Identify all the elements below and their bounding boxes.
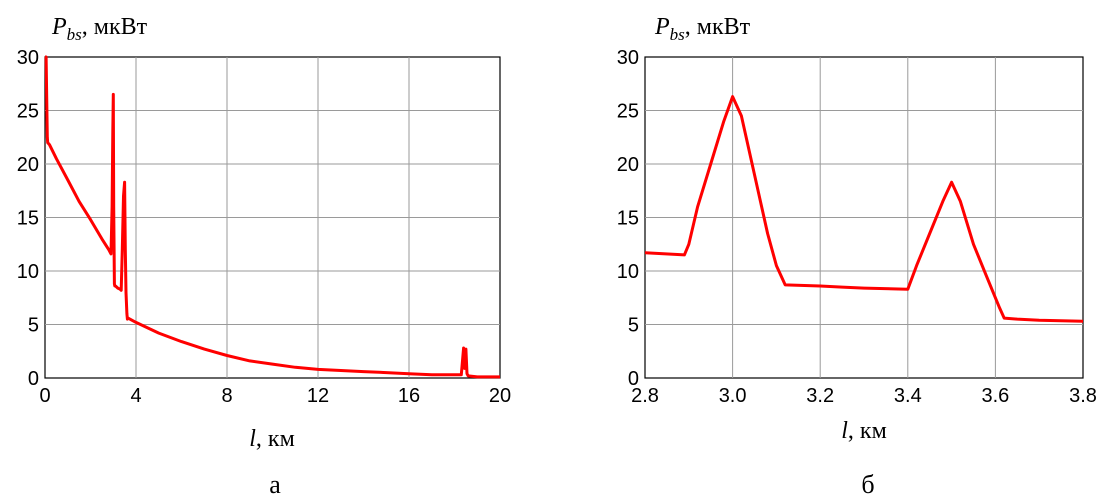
y-axis-unit-a: , мкВт	[82, 14, 148, 40]
x-tick-label: 12	[307, 385, 329, 407]
series-line-b	[644, 95, 1084, 323]
x-tick-label: 0	[39, 385, 50, 407]
y-tick-label: 5	[28, 315, 39, 337]
x-tick-label: 3.4	[894, 385, 922, 407]
x-tick-label: 2.8	[631, 385, 659, 407]
y-tick-label: 5	[628, 315, 639, 337]
x-tick-label: 4	[130, 385, 141, 407]
x-tick-label: 16	[398, 385, 420, 407]
y-axis-symbol-a: P	[51, 14, 67, 40]
y-tick-label: 0	[628, 368, 639, 390]
x-tick-label: 20	[489, 385, 511, 407]
y-tick-label: 10	[617, 261, 639, 283]
y-tick-label: 15	[617, 208, 639, 230]
y-tick-label: 30	[17, 47, 39, 69]
y-tick-labels-a: 0 5 10 15 20 25 30	[17, 47, 39, 390]
x-tick-labels-a: 0 4 8 12 16 20	[39, 385, 511, 407]
y-tick-label: 10	[17, 261, 39, 283]
x-tick-label: 3.6	[981, 385, 1009, 407]
x-tick-label: 3.8	[1069, 385, 1097, 407]
x-tick-label: 3.2	[806, 385, 834, 407]
chart-panel-b: 0 5 10 15 20 25 30 2.8 3.0 3.2 3.4 3.6 3.8 Pbs, мкВ…	[617, 14, 1097, 499]
x-axis-unit-a: , км	[256, 426, 295, 452]
y-axis-title-a: Pbs, мкВт	[51, 14, 148, 44]
x-tick-label: 8	[221, 385, 232, 407]
y-tick-label: 20	[617, 154, 639, 176]
x-axis-symbol-b: l	[841, 418, 848, 444]
y-tick-labels-b: 0 5 10 15 20 25 30	[617, 47, 639, 390]
x-axis-unit-b: , км	[848, 418, 887, 444]
y-tick-label: 0	[28, 368, 39, 390]
series-line-a	[44, 55, 500, 379]
gridlines-b	[645, 57, 1083, 378]
y-tick-label: 30	[617, 47, 639, 69]
x-axis-title-a: l, км	[249, 426, 295, 452]
x-axis-symbol-a: l	[249, 426, 256, 452]
chart-panel-a: 0 5 10 15 20 25 30 0 4 8 12 16 20 Pbs, мкВт l, км а	[17, 14, 511, 499]
x-tick-labels-b: 2.8 3.0 3.2 3.4 3.6 3.8	[631, 385, 1097, 407]
y-tick-label: 25	[617, 101, 639, 123]
x-tick-label: 3.0	[719, 385, 747, 407]
y-tick-label: 20	[17, 154, 39, 176]
panel-label-b: б	[861, 470, 874, 499]
x-axis-title-b: l, км	[841, 418, 887, 444]
y-axis-symbol-b: P	[654, 14, 670, 40]
y-axis-subscript-a: bs	[67, 25, 83, 44]
y-axis-unit-b: , мкВт	[685, 14, 751, 40]
gridlines-a	[45, 57, 500, 378]
panel-label-a: а	[269, 470, 281, 499]
y-axis-subscript-b: bs	[670, 25, 686, 44]
y-tick-label: 25	[17, 101, 39, 123]
y-tick-label: 15	[17, 208, 39, 230]
y-axis-title-b: Pbs, мкВт	[654, 14, 751, 44]
